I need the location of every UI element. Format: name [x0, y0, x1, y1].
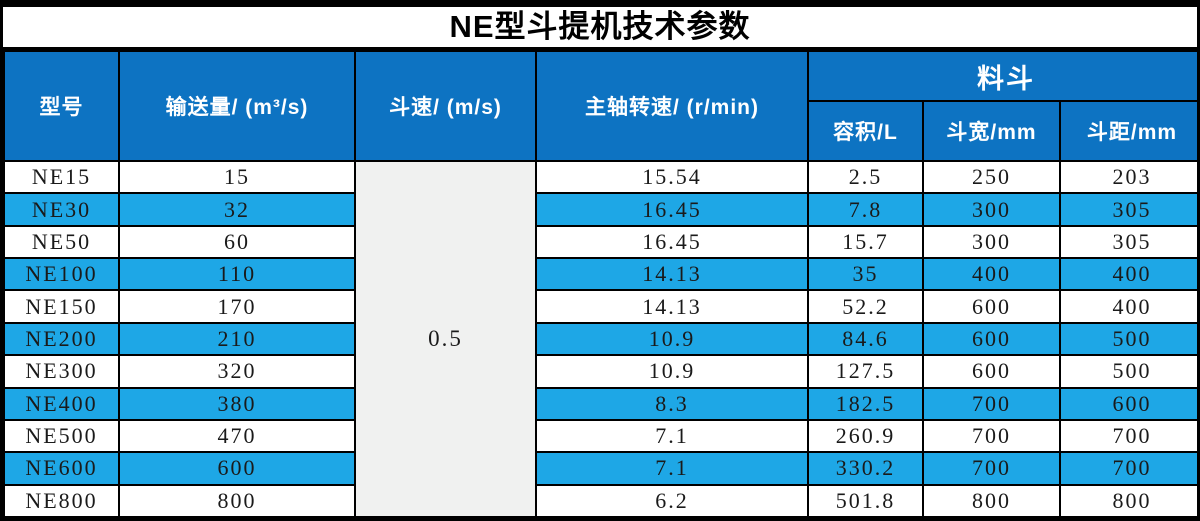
cell-capacity: 600 [118, 451, 356, 486]
spec-table-body: NE15 15 0.5 15.54 2.5 250 203 NE30 32 16.45 7.8 300… [3, 159, 1197, 518]
cell-shaft-speed: 16.45 [535, 192, 809, 227]
cell-capacity: 170 [118, 289, 356, 324]
cell-model: NE800 [3, 483, 120, 518]
cell-capacity: 60 [118, 224, 356, 260]
cell-capacity: 470 [118, 418, 356, 454]
cell-capacity: 32 [118, 192, 356, 227]
table-row-ne50: NE50 60 16.45 15.7 300 305 [3, 224, 1197, 260]
table-row-ne100: NE100 110 14.13 35 400 400 [3, 257, 1197, 292]
cell-bucket-pitch: 800 [1059, 483, 1197, 518]
cell-shaft-speed: 6.2 [535, 483, 809, 518]
table-row-ne30: NE30 32 16.45 7.8 300 305 [3, 192, 1197, 227]
cell-capacity: 320 [118, 354, 356, 389]
table-row-ne150: NE150 170 14.13 52.2 600 400 [3, 289, 1197, 324]
table-row-ne600: NE600 600 7.1 330.2 700 700 [3, 451, 1197, 486]
table-row-ne500: NE500 470 7.1 260.9 700 700 [3, 418, 1197, 454]
col-header-capacity: 输送量/ (m³/s) [118, 50, 356, 162]
cell-volume: 35 [807, 257, 924, 292]
table-row-ne15: NE15 15 0.5 15.54 2.5 250 203 [3, 159, 1197, 518]
table-row-ne400: NE400 380 8.3 182.5 700 600 [3, 386, 1197, 421]
cell-bucket-pitch: 203 [1059, 159, 1197, 195]
cell-volume: 260.9 [807, 418, 924, 454]
cell-volume: 182.5 [807, 386, 924, 421]
table-row-ne300: NE300 320 10.9 127.5 600 500 [3, 354, 1197, 389]
cell-capacity: 210 [118, 321, 356, 357]
cell-volume: 2.5 [807, 159, 924, 195]
cell-shaft-speed: 8.3 [535, 386, 809, 421]
cell-model: NE300 [3, 354, 120, 389]
cell-model: NE50 [3, 224, 120, 260]
col-header-model: 型号 [3, 50, 120, 162]
cell-bucket-pitch: 500 [1059, 354, 1197, 389]
cell-bucket-width: 700 [922, 451, 1061, 486]
cell-shaft-speed: 14.13 [535, 257, 809, 292]
cell-bucket-pitch: 400 [1059, 289, 1197, 324]
cell-volume: 127.5 [807, 354, 924, 389]
cell-bucket-pitch: 400 [1059, 257, 1197, 292]
cell-bucket-speed-merged: 0.5 [354, 160, 537, 518]
cell-bucket-pitch: 700 [1059, 418, 1197, 454]
cell-volume: 330.2 [807, 451, 924, 486]
cell-volume: 84.6 [807, 321, 924, 357]
cell-model: NE600 [3, 451, 120, 486]
cell-bucket-width: 600 [922, 354, 1061, 389]
col-header-bucket-pitch: 斗距/mm [1059, 100, 1197, 162]
cell-model: NE30 [3, 192, 120, 227]
cell-bucket-width: 400 [922, 257, 1061, 292]
cell-bucket-width: 600 [922, 321, 1061, 357]
spec-table: 型号 输送量/ (m³/s) 斗速/ (m/s) 主轴转速/ (r/min) 料… [3, 50, 1197, 518]
cell-volume: 52.2 [807, 289, 924, 324]
cell-capacity: 110 [118, 257, 356, 292]
cell-model: NE150 [3, 289, 120, 324]
cell-bucket-width: 300 [922, 224, 1061, 260]
cell-model: NE400 [3, 386, 120, 421]
cell-shaft-speed: 10.9 [535, 321, 809, 357]
cell-bucket-width: 800 [922, 483, 1061, 518]
cell-volume: 15.7 [807, 224, 924, 260]
table-row-ne800: NE800 800 6.2 501.8 800 800 [3, 483, 1197, 518]
cell-shaft-speed: 7.1 [535, 451, 809, 486]
cell-model: NE500 [3, 418, 120, 454]
cell-model: NE200 [3, 321, 120, 357]
col-header-bucket-width: 斗宽/mm [922, 100, 1061, 162]
cell-bucket-pitch: 305 [1059, 224, 1197, 260]
page-title: NE型斗提机技术参数 [3, 7, 1197, 50]
cell-capacity: 800 [118, 483, 356, 518]
cell-bucket-width: 250 [922, 159, 1061, 195]
cell-shaft-speed: 10.9 [535, 354, 809, 389]
cell-bucket-width: 700 [922, 386, 1061, 421]
cell-volume: 7.8 [807, 192, 924, 227]
cell-capacity: 15 [118, 159, 356, 195]
col-header-shaft-speed: 主轴转速/ (r/min) [535, 50, 809, 162]
cell-bucket-width: 600 [922, 289, 1061, 324]
cell-model: NE15 [3, 159, 120, 195]
cell-model: NE100 [3, 257, 120, 292]
cell-capacity: 380 [118, 386, 356, 421]
col-header-volume: 容积/L [807, 100, 924, 162]
cell-bucket-pitch: 305 [1059, 192, 1197, 227]
cell-shaft-speed: 16.45 [535, 224, 809, 260]
cell-bucket-pitch: 600 [1059, 386, 1197, 421]
cell-shaft-speed: 14.13 [535, 289, 809, 324]
col-header-bucket-speed: 斗速/ (m/s) [354, 50, 537, 162]
cell-bucket-pitch: 700 [1059, 451, 1197, 486]
cell-bucket-width: 700 [922, 418, 1061, 454]
cell-bucket-width: 300 [922, 192, 1061, 227]
cell-shaft-speed: 7.1 [535, 418, 809, 454]
table-row-ne200: NE200 210 10.9 84.6 600 500 [3, 321, 1197, 357]
cell-shaft-speed: 15.54 [535, 159, 809, 195]
col-group-header-bucket: 料斗 [807, 50, 1197, 102]
cell-bucket-pitch: 500 [1059, 321, 1197, 357]
cell-volume: 501.8 [807, 483, 924, 518]
